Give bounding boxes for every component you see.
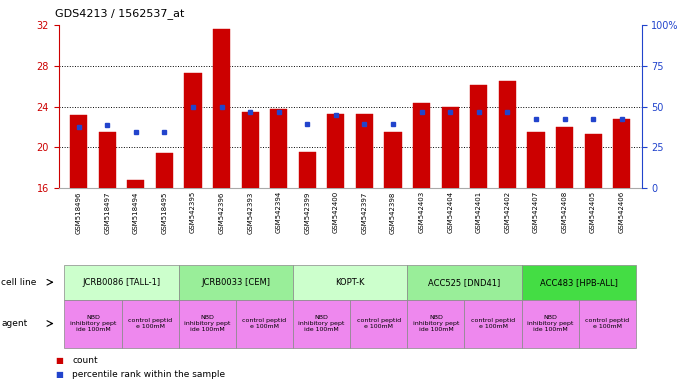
Text: control peptid
e 100mM: control peptid e 100mM — [242, 318, 286, 329]
Bar — [270, 109, 287, 188]
Bar — [127, 180, 144, 188]
Bar — [213, 29, 230, 188]
Bar — [299, 152, 316, 188]
Bar — [99, 132, 116, 188]
Text: JCRB0033 [CEM]: JCRB0033 [CEM] — [201, 278, 270, 287]
Text: ■: ■ — [55, 370, 63, 379]
Bar — [556, 127, 573, 188]
Text: KOPT-K: KOPT-K — [335, 278, 365, 287]
Text: control peptid
e 100mM: control peptid e 100mM — [128, 318, 172, 329]
Text: GSM542393: GSM542393 — [247, 191, 253, 233]
Text: GSM542406: GSM542406 — [619, 191, 624, 233]
Text: GSM542397: GSM542397 — [362, 191, 368, 233]
Bar — [470, 85, 487, 188]
Text: GSM518496: GSM518496 — [76, 191, 81, 234]
Text: GSM542405: GSM542405 — [590, 191, 596, 233]
Bar — [184, 73, 201, 188]
Text: NBD
inhibitory pept
ide 100mM: NBD inhibitory pept ide 100mM — [527, 315, 573, 332]
Bar — [442, 107, 459, 188]
Bar — [384, 132, 402, 188]
Bar — [584, 134, 602, 188]
Text: control peptid
e 100mM: control peptid e 100mM — [585, 318, 629, 329]
Bar — [499, 81, 516, 188]
Text: GSM542394: GSM542394 — [276, 191, 282, 233]
Text: GSM542398: GSM542398 — [390, 191, 396, 233]
Bar — [70, 115, 87, 188]
Text: GSM542401: GSM542401 — [476, 191, 482, 233]
Text: GSM542399: GSM542399 — [304, 191, 310, 233]
Text: NBD
inhibitory pept
ide 100mM: NBD inhibitory pept ide 100mM — [413, 315, 459, 332]
Bar — [527, 132, 544, 188]
Text: NBD
inhibitory pept
ide 100mM: NBD inhibitory pept ide 100mM — [298, 315, 345, 332]
Text: control peptid
e 100mM: control peptid e 100mM — [357, 318, 401, 329]
Text: GSM542395: GSM542395 — [190, 191, 196, 233]
Text: ACC483 [HPB-ALL]: ACC483 [HPB-ALL] — [540, 278, 618, 287]
Bar — [413, 104, 430, 188]
Text: GSM542407: GSM542407 — [533, 191, 539, 233]
Text: NBD
inhibitory pept
ide 100mM: NBD inhibitory pept ide 100mM — [184, 315, 230, 332]
Text: GSM542403: GSM542403 — [419, 191, 424, 233]
Text: GSM542408: GSM542408 — [562, 191, 568, 233]
Text: GSM542396: GSM542396 — [219, 191, 224, 233]
Text: ACC525 [DND41]: ACC525 [DND41] — [428, 278, 501, 287]
Bar — [156, 154, 173, 188]
Text: GSM518497: GSM518497 — [104, 191, 110, 234]
Bar — [327, 114, 344, 188]
Text: count: count — [72, 356, 98, 365]
Bar — [356, 114, 373, 188]
Text: GSM518495: GSM518495 — [161, 191, 168, 233]
Text: cell line: cell line — [1, 278, 37, 287]
Text: ■: ■ — [55, 356, 63, 365]
Text: JCRB0086 [TALL-1]: JCRB0086 [TALL-1] — [83, 278, 161, 287]
Bar — [613, 119, 630, 188]
Text: GSM542402: GSM542402 — [504, 191, 511, 233]
Text: GSM542404: GSM542404 — [447, 191, 453, 233]
Text: NBD
inhibitory pept
ide 100mM: NBD inhibitory pept ide 100mM — [70, 315, 116, 332]
Text: GSM518494: GSM518494 — [132, 191, 139, 233]
Text: percentile rank within the sample: percentile rank within the sample — [72, 370, 226, 379]
Text: GDS4213 / 1562537_at: GDS4213 / 1562537_at — [55, 8, 184, 19]
Text: GSM542400: GSM542400 — [333, 191, 339, 233]
Text: agent: agent — [1, 319, 28, 328]
Bar — [241, 112, 259, 188]
Text: control peptid
e 100mM: control peptid e 100mM — [471, 318, 515, 329]
